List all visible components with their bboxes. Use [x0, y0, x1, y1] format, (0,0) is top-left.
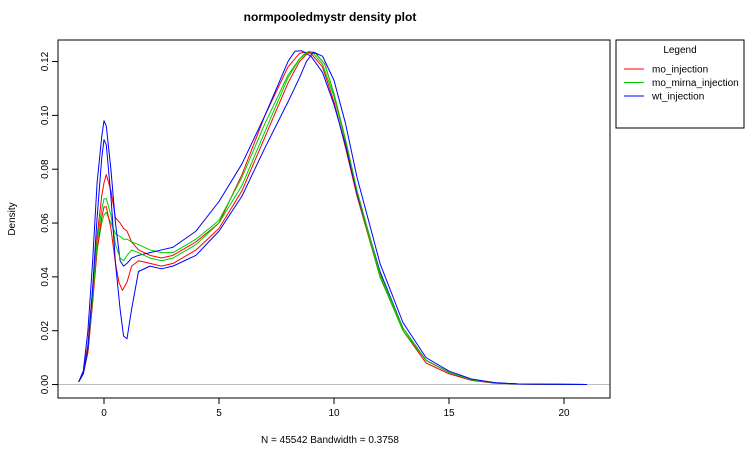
x-tick-label: 5 — [216, 408, 222, 419]
x-axis-label: N = 45542 Bandwidth = 0.3758 — [261, 435, 399, 446]
legend-box — [615, 39, 745, 129]
plot-area — [57, 39, 611, 399]
y-tick-label: 0.00 — [40, 374, 51, 394]
legend-label: mo_mirna_injection — [652, 78, 739, 89]
x-axis: 0 5 10 15 20 — [101, 397, 570, 419]
y-tick-label: 0.02 — [40, 321, 51, 341]
y-axis-label: Density — [7, 202, 18, 235]
series-lines — [78, 50, 588, 386]
x-tick-label: 10 — [328, 408, 340, 419]
y-tick-label: 0.10 — [40, 105, 51, 125]
x-tick-label: 20 — [558, 408, 570, 419]
series-line-5 — [78, 51, 588, 386]
legend-label: mo_injection — [652, 65, 708, 76]
legend-label: wt_injection — [651, 92, 704, 103]
legend: Legend mo_injection mo_mirna_injection wt_… — [615, 39, 745, 129]
legend-entries: mo_injection mo_mirna_injection wt_injecti… — [624, 65, 739, 103]
y-axis: 0.00 0.02 0.04 0.06 0.08 0.10 0.12 — [40, 51, 59, 394]
series-line-4 — [78, 50, 588, 386]
y-tick-label: 0.08 — [40, 159, 51, 179]
y-tick-label: 0.06 — [40, 213, 51, 233]
legend-title: Legend — [663, 45, 696, 56]
y-tick-label: 0.04 — [40, 267, 51, 287]
chart-title: normpooledmystr density plot — [244, 10, 417, 24]
series-line-1 — [78, 51, 588, 386]
x-tick-label: 0 — [101, 408, 107, 419]
y-tick-label: 0.12 — [40, 51, 51, 71]
series-line-2 — [78, 50, 588, 386]
x-tick-label: 15 — [443, 408, 455, 419]
